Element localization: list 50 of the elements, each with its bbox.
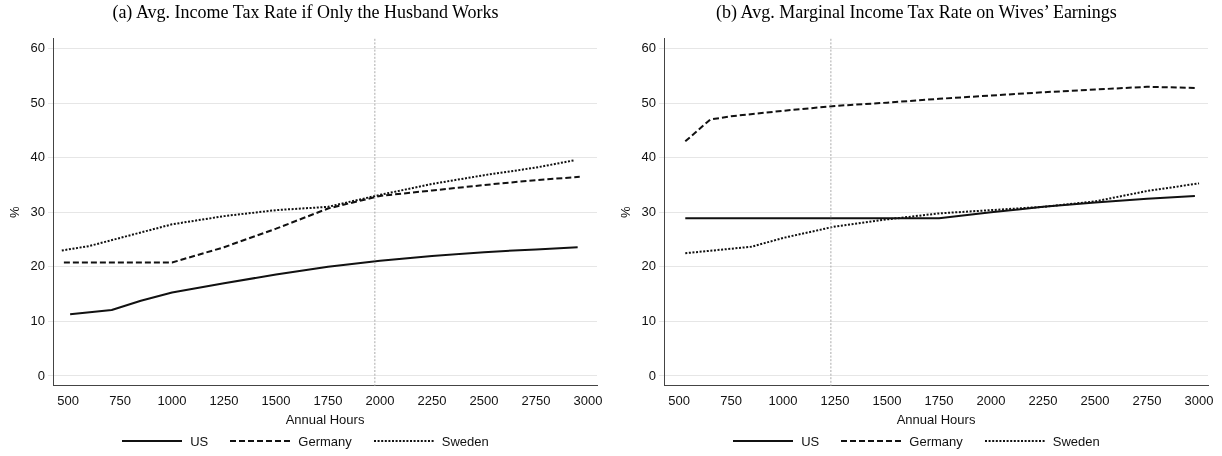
x-tick-label: 1250	[820, 393, 850, 409]
x-tick-label: 2500	[1080, 393, 1110, 409]
chart-title: (b) Avg. Marginal Income Tax Rate on Wives’ Earnings	[715, 1, 1118, 24]
y-tick-label: 20	[641, 258, 657, 274]
y-tick-label: 30	[30, 203, 46, 219]
y-tick-label: 40	[641, 149, 657, 165]
x-tick-label: 2250	[1028, 393, 1058, 409]
x-tick-label: 500	[57, 393, 79, 409]
x-tick-label: 2000	[365, 393, 395, 409]
y-tick-label: 60	[30, 40, 46, 56]
x-tick-label: 1500	[261, 393, 291, 409]
legend-label: US	[190, 433, 209, 449]
x-axis-title: Annual Hours	[285, 411, 365, 427]
chart-title: (a) Avg. Income Tax Rate if Only the Husband Works	[111, 1, 500, 24]
y-tick-label: 40	[30, 149, 46, 165]
x-tick-label: 1750	[313, 393, 343, 409]
x-tick-label: 1250	[209, 393, 239, 409]
y-tick-label: 0	[648, 367, 657, 383]
legend-label: US	[801, 433, 820, 449]
y-tick-label: 10	[641, 313, 657, 328]
x-tick-label: 1000	[768, 393, 798, 409]
x-tick-label: 2250	[417, 393, 447, 409]
y-tick-label: 0	[37, 367, 46, 383]
line-series	[684, 182, 1201, 255]
x-tick-label: 2000	[976, 393, 1006, 409]
y-tick-label: 10	[30, 313, 46, 328]
y-tick-label: 50	[641, 94, 657, 110]
x-tick-label: 1500	[872, 393, 902, 409]
legend-label: Germany	[909, 433, 963, 449]
x-tick-label: 1000	[157, 393, 187, 409]
line-series	[684, 85, 1196, 143]
y-axis-title: %	[7, 206, 23, 219]
y-tick-label: 60	[641, 40, 657, 56]
x-tick-label: 3000	[1184, 393, 1214, 409]
x-tick-label: 1750	[924, 393, 954, 409]
legend-label: Germany	[298, 433, 352, 449]
x-axis-title: Annual Hours	[896, 411, 976, 427]
y-axis-title: %	[618, 206, 634, 219]
y-tick-label: 20	[30, 258, 46, 274]
x-tick-label: 2750	[1132, 393, 1162, 409]
x-tick-label: 750	[720, 393, 742, 409]
x-tick-label: 2500	[469, 393, 499, 409]
y-tick-label: 30	[641, 203, 657, 219]
legend-label: Sweden	[441, 433, 489, 449]
x-tick-label: 3000	[573, 393, 603, 409]
legend-label: Sweden	[1052, 433, 1100, 449]
x-tick-label: 750	[109, 393, 131, 409]
x-tick-label: 2750	[521, 393, 551, 409]
y-tick-label: 50	[30, 94, 46, 110]
x-tick-label: 500	[668, 393, 690, 409]
